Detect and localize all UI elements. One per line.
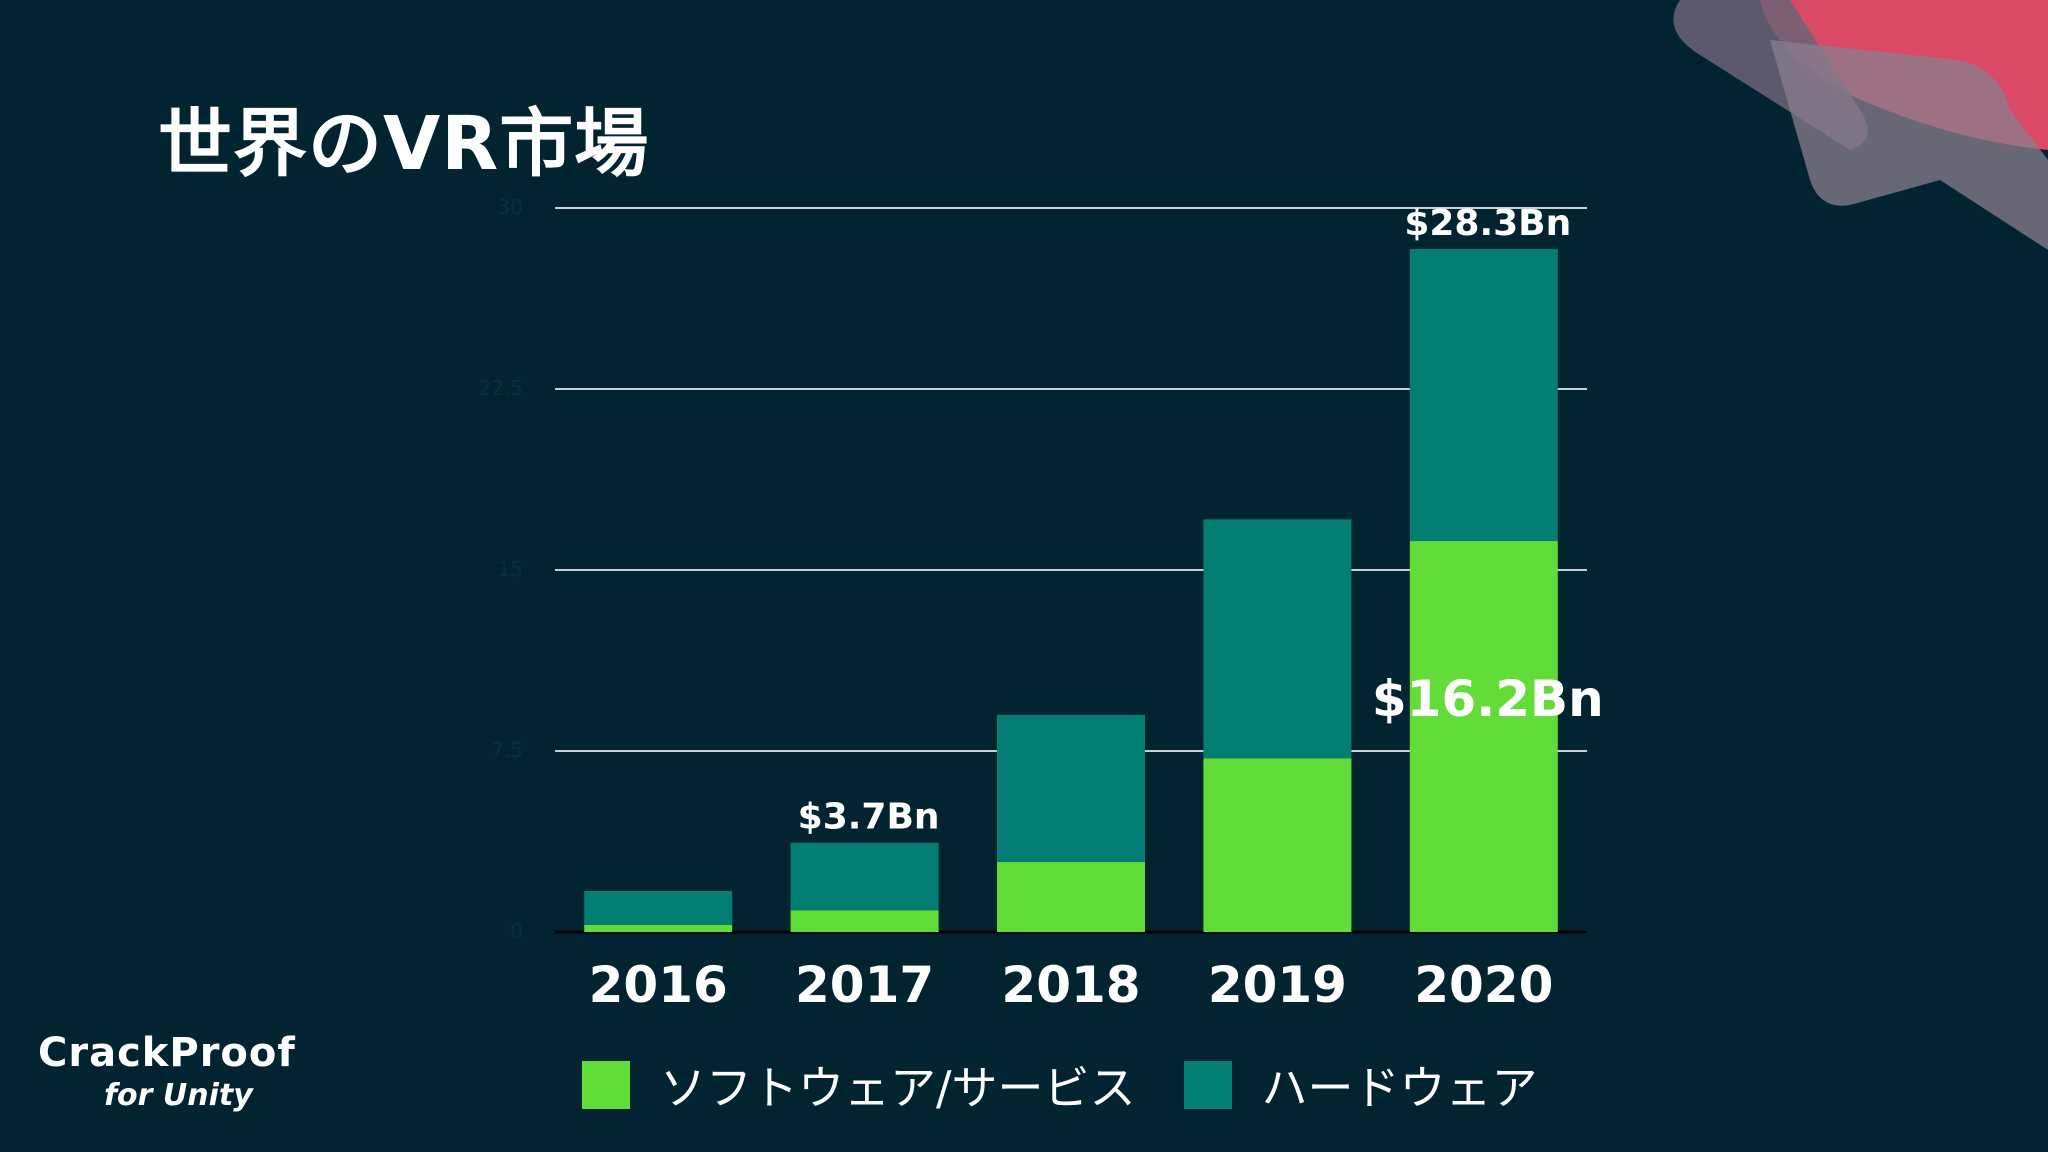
page-title: 世界のVR市場 — [158, 101, 650, 187]
x-tick-label: 2017 — [795, 956, 934, 1014]
deco-gray-shape-2 — [1770, 40, 2048, 250]
legend-swatch-software — [582, 1061, 630, 1109]
legend-item-hardware: ハードウェア — [1183, 1052, 1538, 1118]
value-annotation: $3.7Bn — [798, 797, 940, 838]
bar-segment-software-2019 — [1203, 758, 1352, 932]
legend-label-software: ソフトウェア/サービス — [660, 1061, 1136, 1115]
bar-segment-hardware-2017 — [790, 842, 939, 911]
y-tick-label: 22.5 — [478, 376, 523, 400]
x-tick-label: 2020 — [1414, 956, 1553, 1014]
bar-segment-hardware-2016 — [584, 890, 733, 925]
bar-segment-software-2020 — [1409, 541, 1558, 932]
x-tick-label: 2019 — [1208, 956, 1347, 1014]
value-annotation: $16.2Bn — [1372, 670, 1604, 728]
y-tick-label: 15 — [498, 557, 523, 581]
y-tick-label: 30 — [498, 195, 523, 219]
value-annotation: $28.3Bn — [1404, 203, 1571, 244]
logo-main-text: CrackProof — [38, 1030, 296, 1076]
label-layer: 0 7.5 15 22.5 30 2016 2017 2018 2019 2020 $3.7Bn $2… — [478, 195, 1603, 1014]
y-tick-label: 0 — [510, 919, 523, 943]
bar-layer — [584, 249, 1558, 932]
bar-segment-software-2016 — [584, 924, 733, 932]
bar-segment-software-2018 — [997, 862, 1145, 932]
bar-segment-hardware-2020 — [1409, 249, 1558, 542]
legend-label-hardware: ハードウェア — [1261, 1061, 1538, 1115]
x-tick-label: 2016 — [589, 956, 728, 1014]
y-tick-label: 7.5 — [491, 738, 523, 762]
bar-segment-software-2017 — [790, 910, 939, 932]
legend-item-software: ソフトウェア/サービス — [582, 1052, 1136, 1118]
bar-segment-hardware-2018 — [997, 714, 1145, 863]
legend-swatch-hardware — [1183, 1061, 1232, 1109]
x-tick-label: 2018 — [1001, 956, 1140, 1014]
legend: ソフトウェア/サービス ハードウェア — [582, 1052, 1586, 1118]
bar-segment-hardware-2019 — [1203, 519, 1352, 759]
logo-sub-text: for Unity — [104, 1078, 253, 1113]
crackproof-logo: CrackProof for Unity — [38, 1030, 338, 1113]
